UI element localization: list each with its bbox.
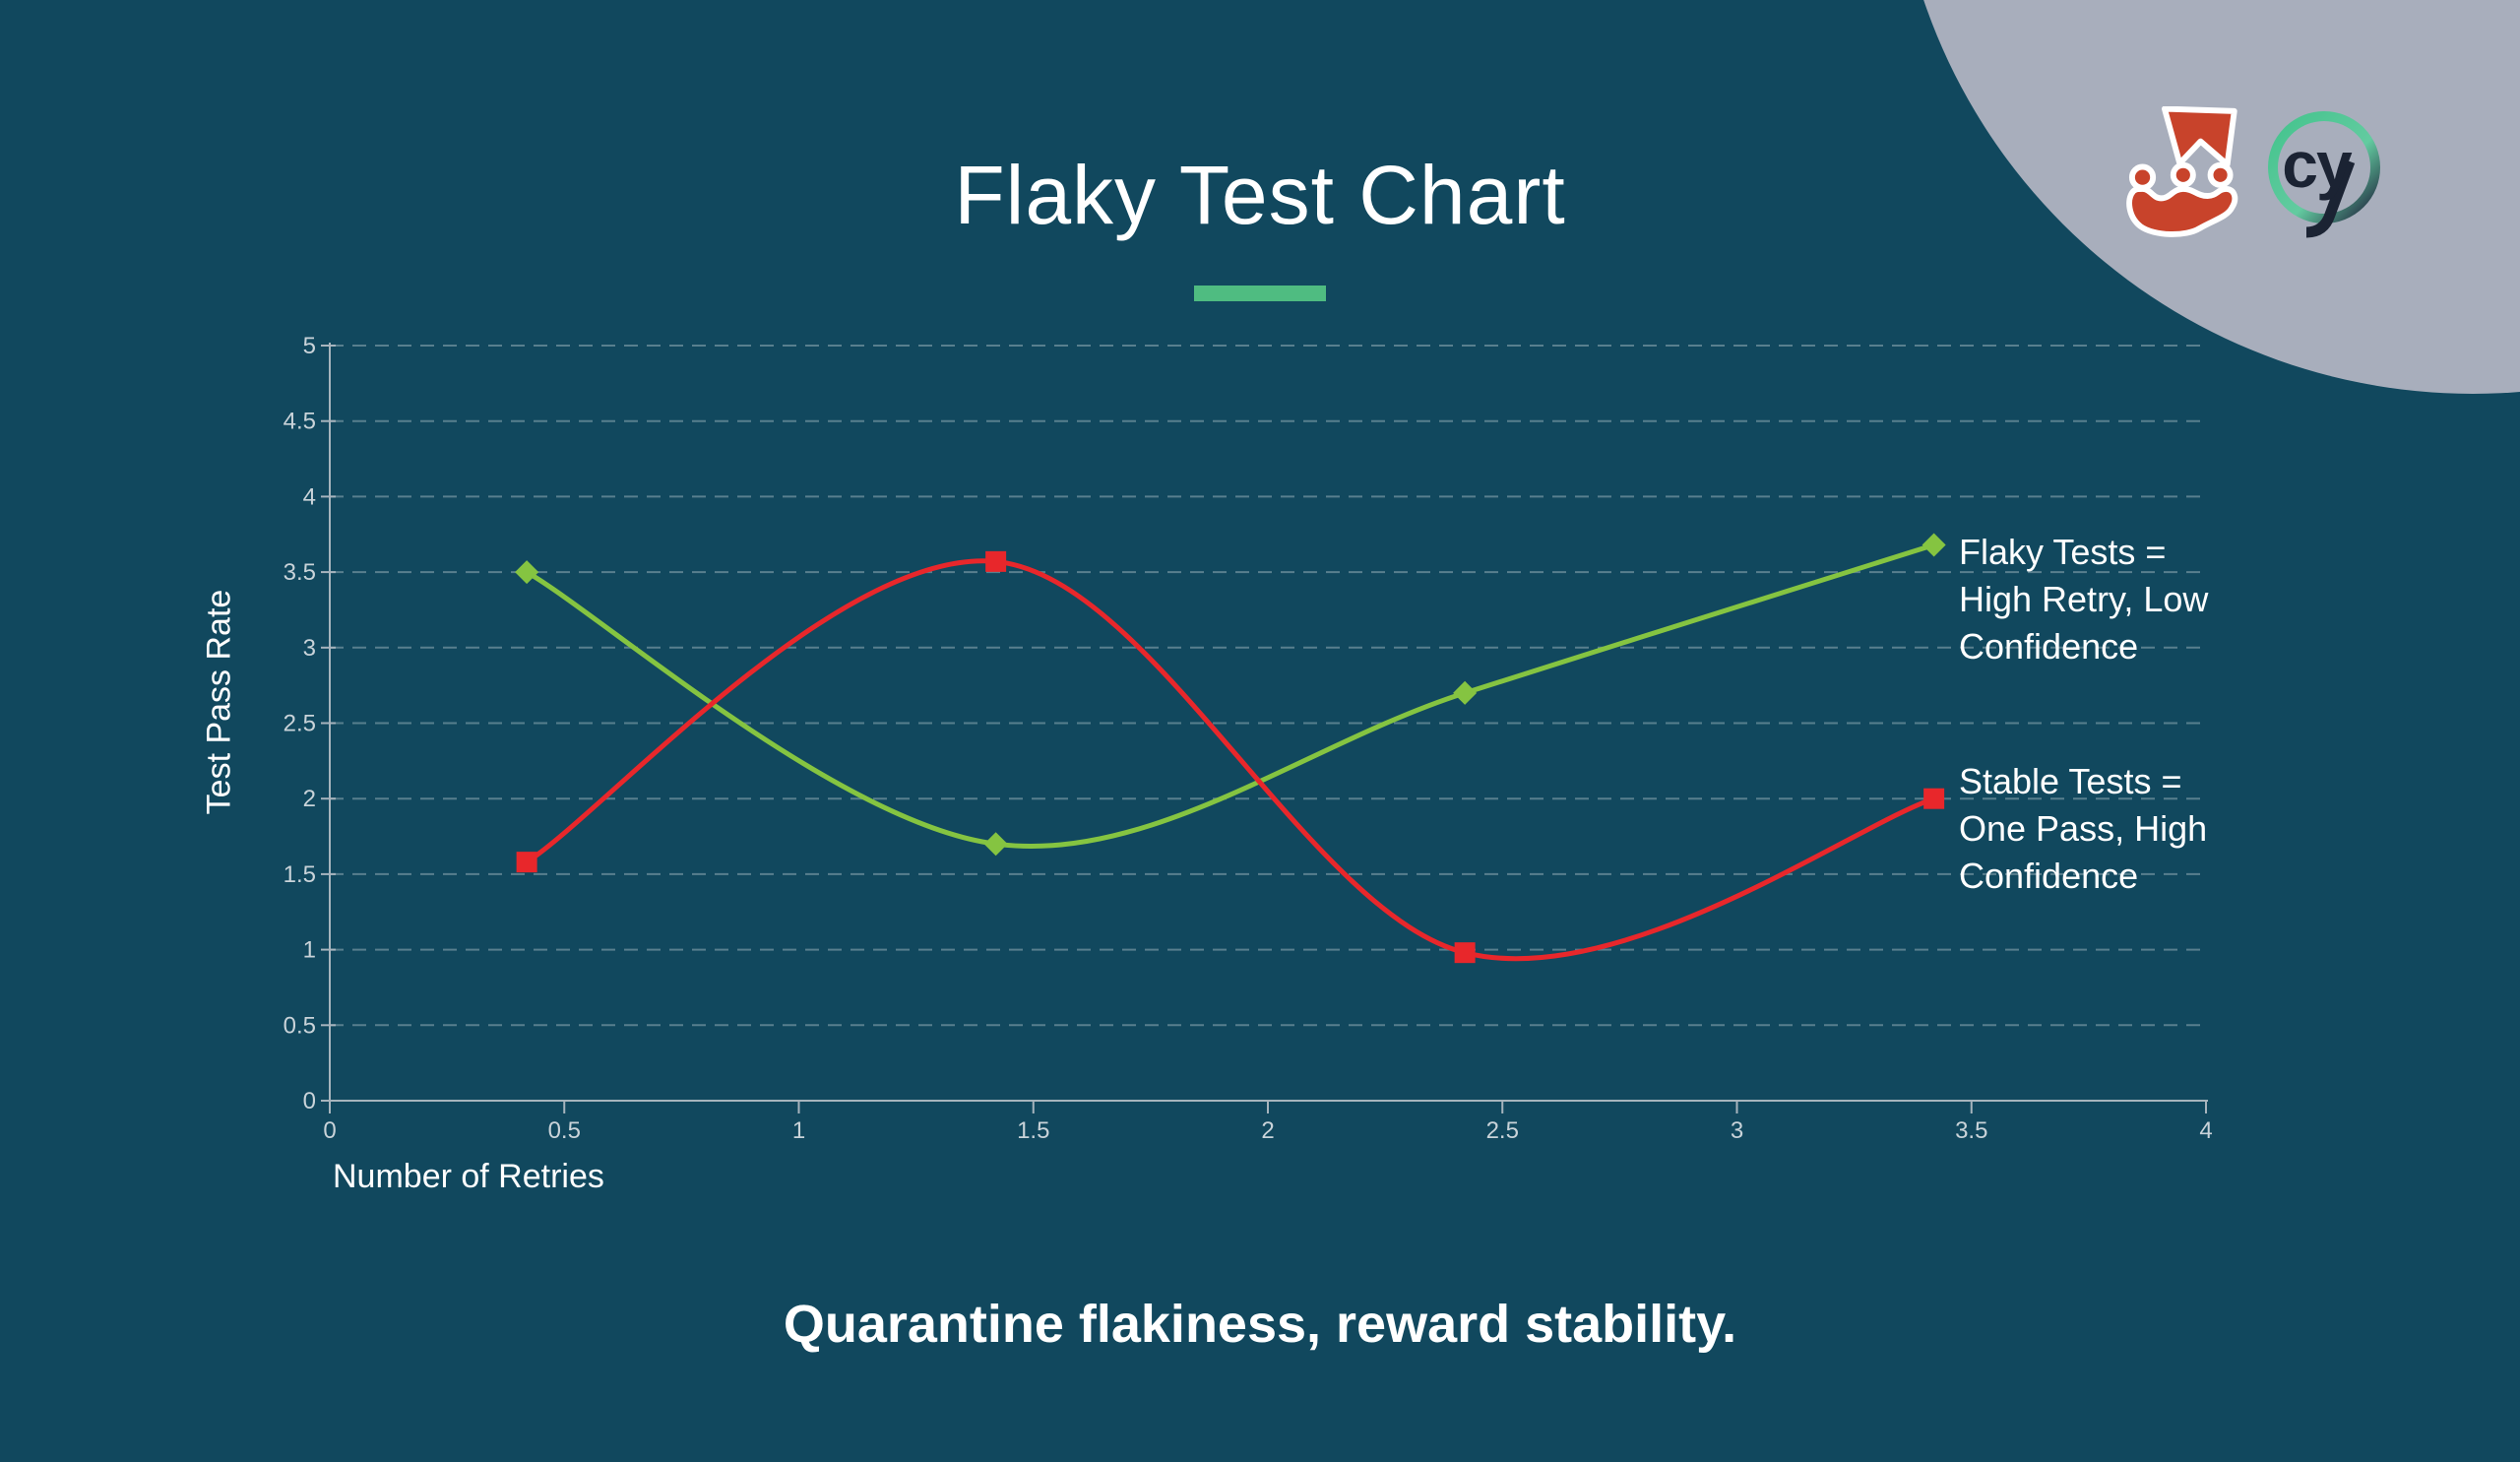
jest-boot-shape (2126, 185, 2238, 237)
chart-title: Flaky Test Chart (954, 149, 1566, 241)
data-point-diamond (515, 560, 539, 585)
x-tick-label: 1.5 (1017, 1117, 1049, 1144)
y-tick-label: 2 (303, 786, 316, 812)
x-tick-label: 4 (2199, 1117, 2212, 1144)
data-point-square (1454, 942, 1476, 964)
y-axis-title: Test Pass Rate (200, 589, 238, 815)
y-tick-label: 2.5 (284, 711, 316, 737)
x-axis-title: Number of Retries (333, 1158, 604, 1195)
x-tick-label: 0 (323, 1117, 336, 1144)
jest-bell-left (2128, 163, 2157, 191)
y-tick-label: 4.5 (284, 409, 316, 435)
annotation-flaky-line-2: High Retry, Low (1959, 579, 2209, 619)
data-point-square (516, 852, 537, 873)
series-line-flaky-tests (524, 541, 1937, 849)
series-line-stable-tests (524, 558, 1937, 962)
y-tick-label: 5 (303, 333, 316, 359)
annotation-stable-line-1: Stable Tests = (1959, 761, 2182, 801)
x-tick-label: 3.5 (1955, 1117, 1987, 1144)
y-tick-label: 1.5 (284, 861, 316, 888)
y-tick-label: 0 (303, 1088, 316, 1114)
jest-hat-shape (2161, 106, 2237, 168)
y-tick-label: 4 (303, 483, 316, 510)
data-point-diamond (983, 832, 1008, 857)
x-tick-label: 0.5 (548, 1117, 581, 1144)
cypress-y-tail (2305, 159, 2356, 238)
y-tick-label: 3 (303, 635, 316, 662)
tagline: Quarantine flakiness, reward stability. (783, 1295, 1737, 1354)
y-tick-label: 1 (303, 937, 316, 964)
annotation-stable-tests: Stable Tests = One Pass, High Confidence (1959, 758, 2294, 900)
data-point-diamond (1922, 533, 1946, 557)
annotation-flaky-line-3: Confidence (1959, 626, 2139, 667)
data-point-square (1923, 788, 1945, 809)
data-point-square (985, 550, 1007, 572)
jest-logo (2126, 106, 2238, 237)
data-point-diamond (1453, 680, 1478, 705)
jest-bell-right (2207, 161, 2234, 188)
x-tick-label: 3 (1731, 1117, 1743, 1144)
x-tick-label: 2.5 (1486, 1117, 1519, 1144)
jest-bell-middle (2170, 161, 2196, 188)
y-tick-label: 0.5 (284, 1012, 316, 1039)
cypress-wordmark: cy (2282, 128, 2353, 201)
x-tick-label: 2 (1261, 1117, 1274, 1144)
annotation-flaky-tests: Flaky Tests = High Retry, Low Confidence (1959, 529, 2294, 670)
x-tick-label: 1 (792, 1117, 805, 1144)
cypress-logo: cy (2268, 111, 2380, 238)
title-accent-bar (1194, 286, 1326, 301)
annotation-stable-line-3: Confidence (1959, 856, 2139, 896)
annotation-stable-line-2: One Pass, High (1959, 808, 2208, 849)
y-tick-label: 3.5 (284, 559, 316, 586)
annotation-flaky-line-1: Flaky Tests = (1959, 532, 2167, 572)
